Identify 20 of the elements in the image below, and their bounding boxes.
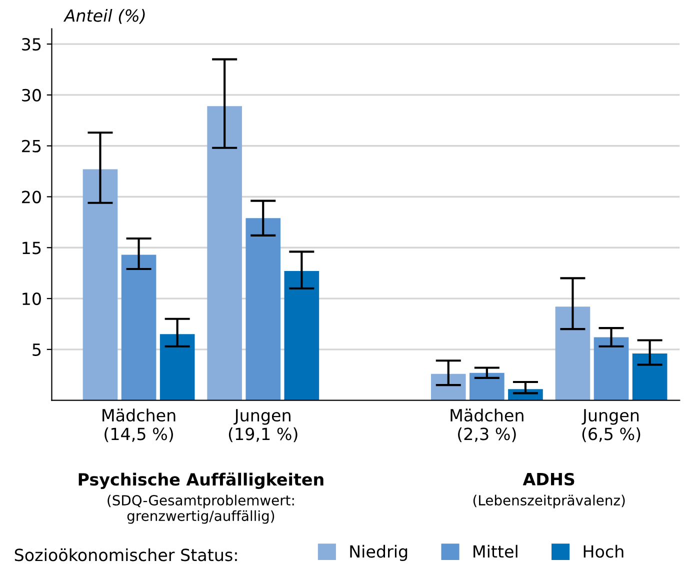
text: (SDQ-Gesamtproblemwert: grenzwertig/auffällig) [108,494,294,524]
y-tick-label: 30 [22,88,41,102]
y-tick-label: 25 [22,140,41,152]
x-tick-label: Jungen (19,1 %) [228,409,298,442]
y-tick-label: 15 [22,242,41,254]
y-tick-label: 35 [22,38,41,51]
x-tick-label: Mädchen (2,3 %) [450,408,524,442]
y-tick-label: 20 [22,190,41,204]
legend-label: Mittel [474,544,518,558]
legend-label: Niedrig [350,544,408,561]
y-axis-title: Anteil (%) [63,8,145,24]
legend-label: Hoch [584,544,624,558]
y-tick-label: 5 [32,344,41,356]
y-tick-label: 10 [22,292,41,306]
x-tick-label: Mädchen (14,5 %) [102,408,176,442]
text: ADHS [522,472,574,486]
text: (Lebenszeitprävalenz) [473,494,625,508]
legend-title: Sozioökonomischer Status: [14,548,237,562]
x-tick-label: Jungen (6,5 %) [582,409,640,442]
text: Psychische Auffälligkeiten [78,472,324,490]
